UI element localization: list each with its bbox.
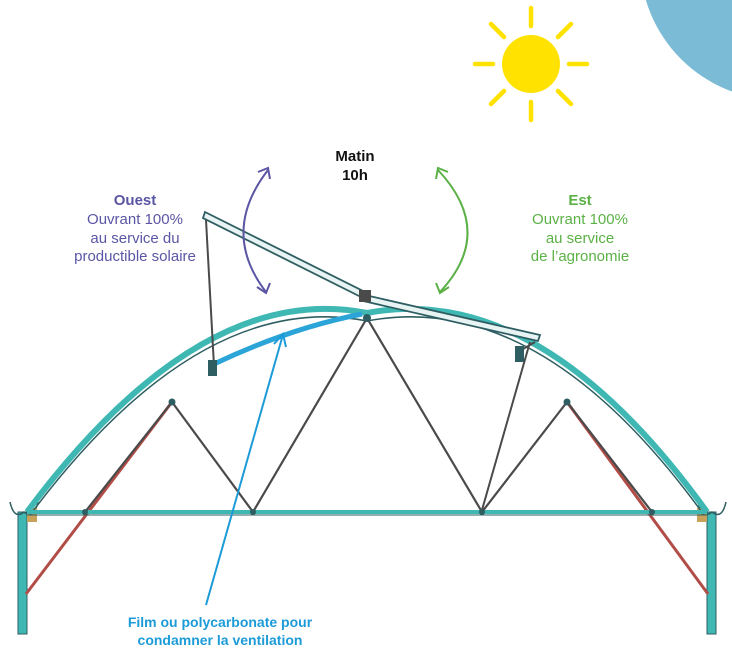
joints [82, 314, 655, 515]
east-line1: Ouvrant 100% [532, 210, 628, 228]
east-line3: de l’agronomie [530, 248, 630, 266]
arch-outer [24, 305, 710, 514]
film-label: Film ou polycarbonate pour condamner la … [80, 614, 360, 649]
right-post [706, 511, 717, 635]
west-actuator [208, 360, 217, 376]
east-opening-panel [361, 293, 542, 511]
east-label: Est Ouvrant 100% au service de l’agronom… [490, 192, 670, 267]
time-line2: 10h [342, 166, 368, 184]
curved-double-arrow-icon [435, 166, 469, 295]
time-label: Matin 10h [300, 148, 410, 186]
west-line3: productible solaire [74, 248, 196, 266]
arch-inner [29, 316, 705, 516]
left-post [17, 511, 28, 635]
west-line2: au service du [90, 229, 180, 247]
greenhouse-structure [9, 210, 727, 635]
film-line1: Film ou polycarbonate pour [127, 614, 313, 630]
arrow-up-icon [205, 331, 287, 606]
sun-icon [472, 5, 590, 123]
time-line1: Matin [335, 148, 375, 165]
ridge-hinge [359, 290, 371, 302]
east-actuator [515, 346, 524, 362]
truss-members [84, 317, 653, 513]
east-title: Est [568, 192, 592, 209]
west-line1: Ouvrant 100% [87, 210, 183, 228]
west-title: Ouest [113, 192, 157, 209]
west-label: Ouest Ouvrant 100% au service du product… [40, 192, 230, 267]
curved-double-arrow-icon [242, 166, 271, 295]
film-panel [212, 311, 363, 367]
east-line2: au service [545, 229, 615, 247]
film-line2: condamner la ventilation [137, 631, 303, 648]
sky-corner-shape [645, 0, 732, 92]
